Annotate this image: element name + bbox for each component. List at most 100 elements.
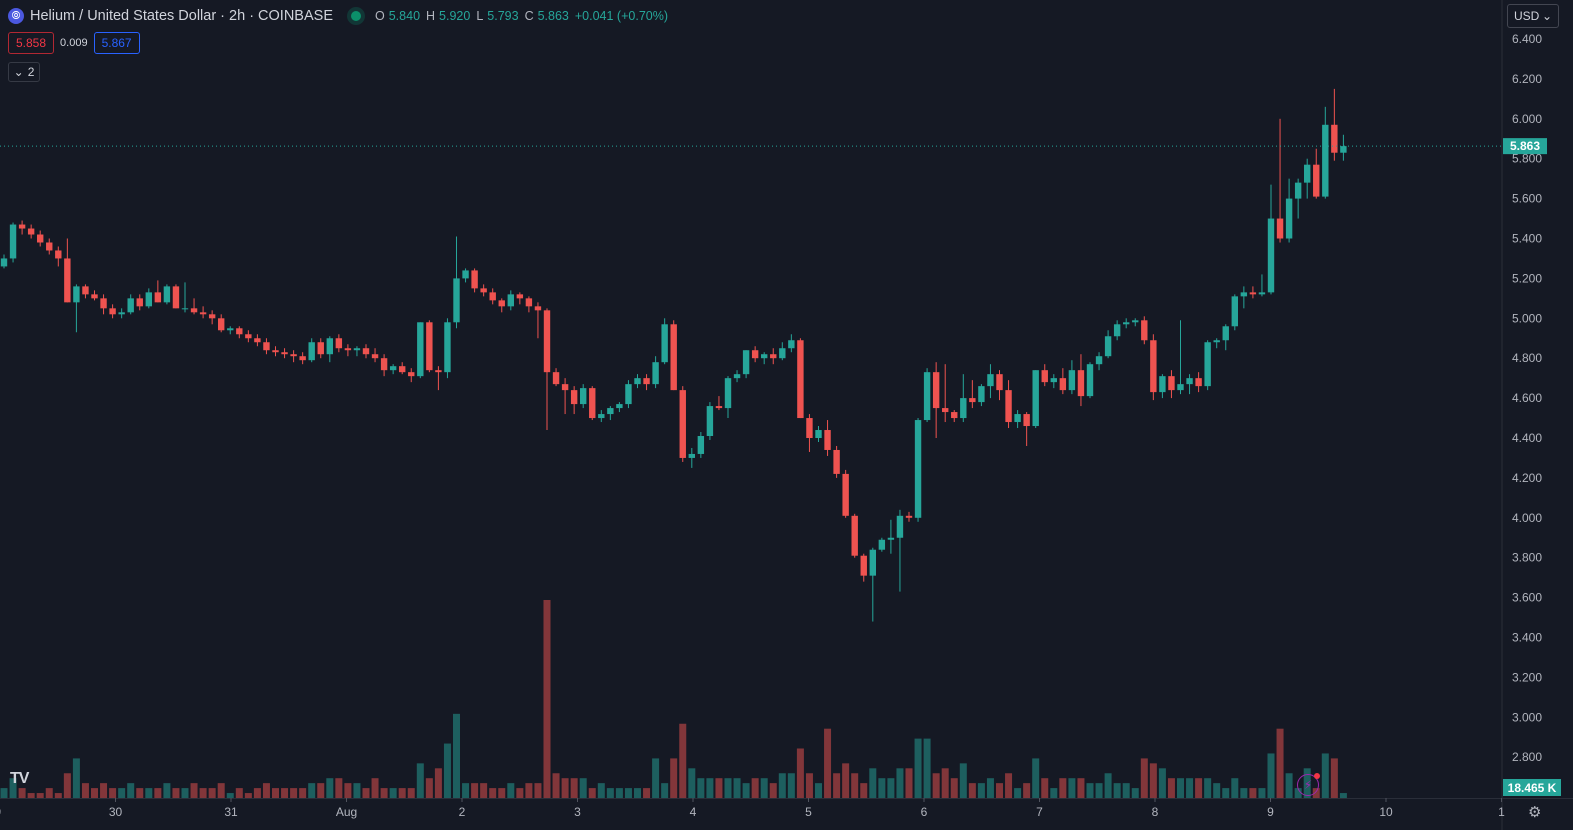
volume-bar bbox=[860, 783, 868, 798]
price-tick-label: 5.400 bbox=[1512, 232, 1542, 246]
market-status-dot[interactable] bbox=[351, 11, 361, 21]
volume-bar bbox=[0, 788, 8, 798]
volume-bar bbox=[163, 783, 171, 798]
volume-bar bbox=[416, 763, 424, 798]
candle-body bbox=[426, 322, 433, 371]
time-axis[interactable]: 9 30 31 Aug 2 3 4 5 6 7 8 9 10 1 bbox=[0, 798, 1505, 819]
candle-body bbox=[1113, 324, 1121, 337]
volume-bar bbox=[190, 783, 198, 798]
candle-body bbox=[770, 354, 777, 359]
candle-body bbox=[824, 430, 831, 450]
last-price-tag bbox=[1503, 138, 1547, 155]
volume-bar bbox=[688, 768, 696, 798]
candle-body bbox=[860, 555, 867, 576]
candle-body bbox=[1177, 384, 1184, 391]
currency-select[interactable]: USD ⌄ bbox=[1507, 4, 1559, 28]
volume-bar bbox=[317, 783, 325, 798]
candle-body bbox=[1322, 124, 1329, 197]
candle-body bbox=[969, 398, 976, 403]
candle-body bbox=[525, 298, 533, 307]
volume-bar bbox=[615, 788, 623, 798]
candle-body bbox=[751, 350, 759, 359]
volume-bar bbox=[281, 788, 289, 798]
volume-bar bbox=[262, 783, 270, 798]
candle-body bbox=[489, 292, 496, 301]
candle-body bbox=[942, 408, 949, 413]
volume-bars bbox=[0, 600, 1347, 798]
candle-body bbox=[742, 350, 750, 375]
volume-bar bbox=[1258, 788, 1266, 798]
buy-button[interactable]: 5.867 bbox=[93, 32, 140, 54]
volume-bar bbox=[81, 783, 89, 798]
volume-bar bbox=[1312, 788, 1320, 798]
last-volume-tag bbox=[1503, 779, 1561, 796]
gear-icon[interactable]: ⚙ bbox=[1528, 804, 1542, 821]
volume-bar bbox=[100, 783, 108, 798]
open-value: 5.840 bbox=[388, 9, 421, 23]
volume-bar bbox=[244, 793, 252, 798]
volume-bar bbox=[272, 788, 279, 798]
candle-body bbox=[788, 340, 795, 349]
price-axis[interactable]: 6.400 6.200 6.000 5.800 5.600 5.400 5.200 5.000… bbox=[1503, 32, 1561, 796]
volume-bar bbox=[299, 788, 307, 798]
volume-bar bbox=[959, 763, 967, 798]
tradingview-logo[interactable]: TV bbox=[10, 770, 29, 787]
volume-bar bbox=[63, 773, 71, 798]
volume-bar bbox=[498, 788, 506, 798]
helium-coin-icon: ⦾ bbox=[8, 8, 24, 24]
candle-body bbox=[761, 354, 768, 359]
volume-bar bbox=[154, 788, 162, 798]
candle-body bbox=[1294, 182, 1302, 199]
volume-bar bbox=[833, 773, 841, 798]
volume-bar bbox=[905, 768, 913, 798]
volume-bar bbox=[217, 783, 225, 798]
low-value: 5.793 bbox=[487, 9, 519, 23]
volume-bar bbox=[1122, 783, 1130, 798]
volume-bar bbox=[1294, 788, 1302, 798]
candle-body bbox=[227, 328, 234, 331]
candle-body bbox=[1005, 390, 1012, 423]
candle-body bbox=[353, 348, 361, 351]
volume-bar bbox=[787, 773, 795, 798]
volume-bar bbox=[54, 793, 62, 798]
candle-body bbox=[308, 342, 315, 361]
candle-body bbox=[335, 338, 343, 349]
candle-body bbox=[55, 250, 62, 259]
volume-bar bbox=[715, 778, 723, 798]
volume-bar bbox=[380, 788, 388, 798]
volume-bar bbox=[661, 783, 669, 798]
candle-body bbox=[208, 314, 216, 319]
candle-body bbox=[154, 292, 162, 303]
candle-body bbox=[932, 372, 940, 409]
candle-body bbox=[18, 224, 26, 229]
volume-bar bbox=[751, 778, 759, 798]
volume-bar bbox=[986, 778, 994, 798]
candle-body bbox=[46, 242, 53, 251]
indicators-toggle[interactable]: ⌄ 2 bbox=[8, 62, 40, 82]
volume-bar bbox=[1267, 753, 1275, 798]
candle-body bbox=[480, 288, 487, 293]
volume-bar bbox=[706, 778, 714, 798]
candle-body bbox=[1104, 336, 1112, 357]
low-label: L bbox=[476, 9, 484, 23]
candle-body bbox=[1141, 320, 1148, 341]
candle-body bbox=[851, 515, 858, 556]
volume-bar bbox=[968, 783, 976, 798]
candle-body bbox=[570, 390, 578, 405]
candle-body bbox=[996, 374, 1003, 391]
candle-body bbox=[37, 234, 44, 243]
price-tick-label: 3.200 bbox=[1512, 670, 1542, 684]
symbol-title[interactable]: Helium / United States Dollar · 2h · COI… bbox=[30, 8, 333, 24]
volume-bar bbox=[1213, 783, 1221, 798]
candle-body bbox=[73, 286, 80, 303]
volume-bar bbox=[1041, 778, 1049, 798]
volume-bar bbox=[842, 763, 850, 798]
candle-body bbox=[82, 286, 89, 295]
sell-button[interactable]: 5.858 bbox=[8, 32, 55, 54]
candle-body bbox=[118, 312, 125, 315]
candle-body bbox=[218, 318, 225, 331]
lightning-icon[interactable]: ⚡ bbox=[1297, 773, 1320, 796]
candle-body bbox=[444, 322, 451, 373]
